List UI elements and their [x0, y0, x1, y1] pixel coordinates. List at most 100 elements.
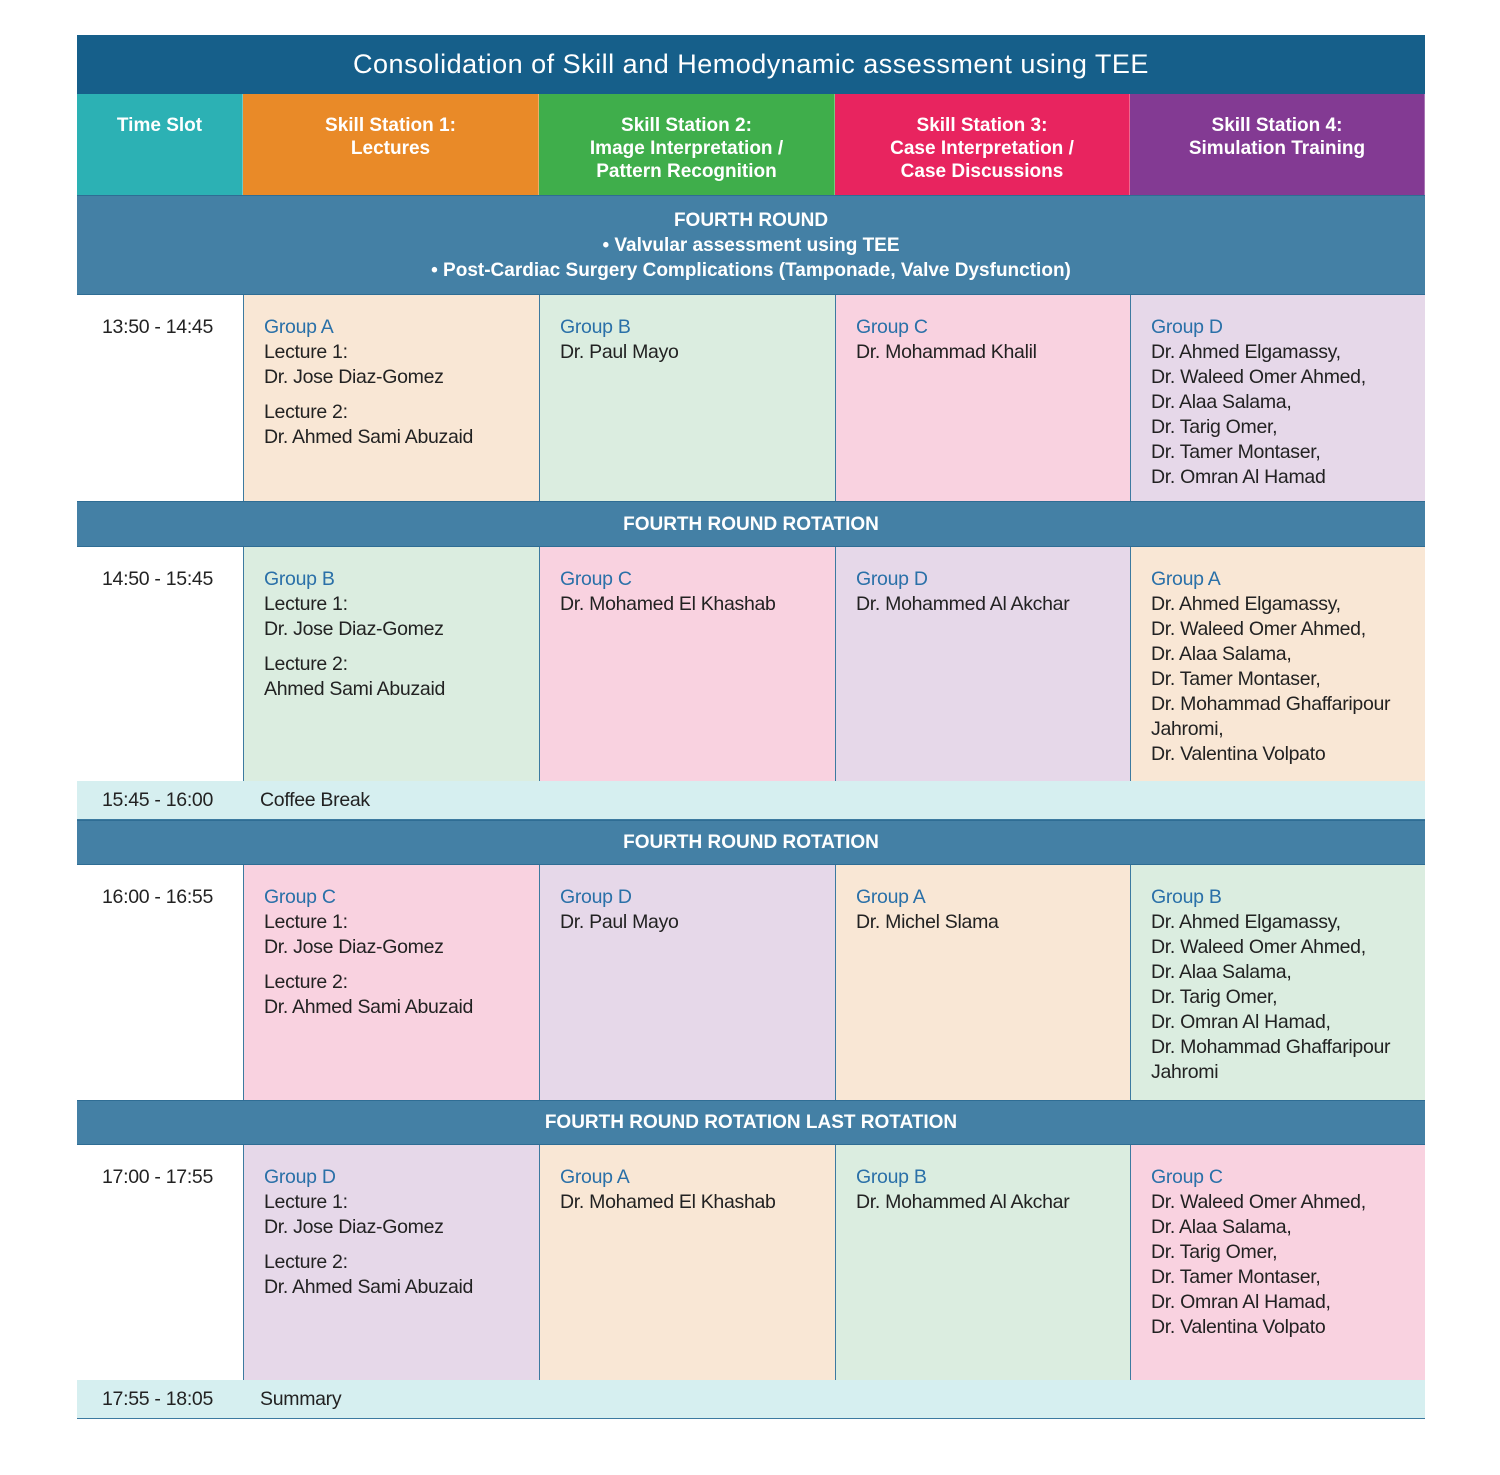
cell-line: Lecture 2:: [264, 971, 348, 993]
cell-line: Ahmed Sami Abuzaid: [264, 678, 446, 700]
time-slot: 13:50 - 14:45: [77, 295, 243, 501]
table-title: Consolidation of Skill and Hemodynamic a…: [77, 35, 1425, 94]
station-cell: Group A Dr. Mohamed El Khashab: [539, 1145, 835, 1380]
cell-line: Dr. Mohammed Al Akchar: [856, 1191, 1070, 1213]
break-row: 15:45 - 16:00 Coffee Break: [77, 781, 1425, 820]
cell-line: Dr. Tamer Montaser,: [1151, 1266, 1321, 1288]
section-header: FOURTH ROUND ROTATION: [77, 501, 1425, 547]
cell-line: Dr. Ahmed Sami Abuzaid: [264, 996, 474, 1018]
time-slot: 15:45 - 16:00: [102, 788, 214, 811]
section-header: FOURTH ROUND ROTATION: [77, 820, 1425, 865]
cell-line: Dr. Paul Mayo: [560, 341, 679, 363]
time-slot: 17:55 - 18:05: [102, 1387, 214, 1410]
header-row: Time Slot Skill Station 1: Lectures Skill …: [77, 94, 1425, 195]
table-row: 17:00 - 17:55 Group D Lecture 1: Dr. Jose D…: [77, 1145, 1425, 1380]
group-label: Group C: [264, 886, 336, 908]
header-cell: Skill Station 2: Image Interpretation / …: [539, 94, 835, 195]
group-label: Group A: [264, 316, 334, 338]
station-cell: Group D Dr. Mohammed Al Akchar: [835, 547, 1130, 781]
schedule-table: Consolidation of Skill and Hemodynamic a…: [77, 35, 1425, 1419]
cell-line: Dr. Mohammad Khalil: [856, 341, 1037, 363]
cell-line: Dr. Jose Diaz-Gomez: [264, 936, 444, 958]
group-label: Group A: [560, 1166, 630, 1188]
section-line: FOURTH ROUND: [673, 209, 829, 231]
section-line: FOURTH ROUND ROTATION: [623, 832, 879, 853]
spacer: [264, 390, 539, 400]
station-cell: Group A Lecture 1: Dr. Jose Diaz-Gomez Lect…: [243, 295, 539, 501]
header-cell: Skill Station 3: Case Interpretation / C…: [835, 94, 1130, 195]
time-slot: 16:00 - 16:55: [77, 865, 243, 1100]
cell-line: Dr. Alaa Salama,: [1151, 391, 1292, 413]
group-label: Group B: [264, 568, 335, 590]
cell-line: Dr. Valentina Volpato: [1151, 743, 1326, 765]
section-line: FOURTH ROUND ROTATION: [623, 513, 879, 535]
cell-line: Dr. Alaa Salama,: [1151, 643, 1292, 665]
station-cell: Group C Dr. Mohamed El Khashab: [539, 547, 835, 781]
cell-line: Dr. Jose Diaz-Gomez: [264, 618, 444, 640]
station-cell: Group B Dr. Mohammed Al Akchar: [835, 1145, 1130, 1380]
cell-line: Lecture 1:: [264, 593, 348, 615]
cell-line: Dr. Omran Al Hamad: [1151, 466, 1326, 488]
spacer: [264, 642, 539, 652]
station-cell: Group B Dr. Paul Mayo: [539, 295, 835, 501]
cell-line: Dr. Tamer Montaser,: [1151, 441, 1321, 463]
cell-line: Dr. Ahmed Sami Abuzaid: [264, 426, 474, 448]
time-slot: 14:50 - 15:45: [77, 547, 243, 781]
cell-line: Lecture 1:: [264, 911, 348, 933]
header-cell: Skill Station 4: Simulation Training: [1130, 94, 1425, 195]
header-cell: Skill Station 1: Lectures: [243, 94, 539, 195]
break-label: Summary: [260, 1387, 342, 1410]
section-header: FOURTH ROUND • Valvular assessment using …: [77, 195, 1425, 295]
section-header: FOURTH ROUND ROTATION LAST ROTATION: [77, 1100, 1425, 1145]
table-row: 16:00 - 16:55 Group C Lecture 1: Dr. Jose D…: [77, 865, 1425, 1100]
group-label: Group B: [560, 316, 631, 338]
group-label: Group D: [560, 886, 632, 908]
header-cell: Time Slot: [77, 94, 243, 195]
cell-line: Dr. Waleed Omer Ahmed,: [1151, 1191, 1366, 1213]
group-label: Group A: [1151, 568, 1221, 590]
group-label: Group D: [856, 568, 928, 590]
cell-line: Dr. Ahmed Elgamassy,: [1151, 593, 1341, 615]
cell-line: Dr. Mohamed El Khashab: [560, 1191, 776, 1213]
table-row: 14:50 - 15:45 Group B Lecture 1: Dr. Jose D…: [77, 547, 1425, 781]
cell-line: Dr. Tarig Omer,: [1151, 986, 1278, 1008]
group-label: Group B: [856, 1166, 927, 1188]
cell-line: Dr. Tamer Montaser,: [1151, 668, 1321, 690]
section-line: FOURTH ROUND ROTATION LAST ROTATION: [544, 1112, 958, 1133]
break-row: 17:55 - 18:05 Summary: [77, 1380, 1425, 1419]
station-cell: Group C Dr. Mohammad Khalil: [835, 295, 1130, 501]
cell-line: Dr. Ahmed Elgamassy,: [1151, 341, 1341, 363]
cell-line: Lecture 1:: [264, 341, 348, 363]
station-cell: Group C Lecture 1: Dr. Jose Diaz-Gomez Lect…: [243, 865, 539, 1100]
section-line: • Valvular assessment using TEE: [602, 234, 900, 256]
cell-line: Lecture 2:: [264, 401, 348, 423]
group-label: Group C: [560, 568, 632, 590]
table-row: 13:50 - 14:45 Group A Lecture 1: Dr. Jose D…: [77, 295, 1425, 501]
cell-line: Dr. Ahmed Elgamassy,: [1151, 911, 1341, 933]
cell-line: Jahromi: [1151, 1061, 1219, 1083]
station-cell: Group D Dr. Ahmed Elgamassy, Dr. Waleed Om…: [1130, 295, 1425, 501]
cell-line: Dr. Paul Mayo: [560, 911, 679, 933]
group-label: Group C: [1151, 1166, 1223, 1188]
cell-line: Dr. Alaa Salama,: [1151, 1216, 1292, 1238]
cell-line: Dr. Jose Diaz-Gomez: [264, 1216, 444, 1238]
cell-line: Dr. Mohammad Ghaffaripour: [1151, 1036, 1391, 1058]
station-cell: Group D Dr. Paul Mayo: [539, 865, 835, 1100]
station-cell: Group B Dr. Ahmed Elgamassy, Dr. Waleed Om…: [1130, 865, 1425, 1100]
cell-line: Lecture 1:: [264, 1191, 348, 1213]
cell-line: Dr. Alaa Salama,: [1151, 961, 1292, 983]
cell-line: Dr. Michel Slama: [856, 911, 999, 933]
cell-line: Dr. Mohamed El Khashab: [560, 593, 776, 615]
spacer: [264, 1240, 539, 1250]
station-cell: Group C Dr. Waleed Omer Ahmed, Dr. Alaa Sa…: [1130, 1145, 1425, 1380]
group-label: Group D: [1151, 316, 1223, 338]
break-label: Coffee Break: [260, 788, 370, 811]
cell-line: Dr. Waleed Omer Ahmed,: [1151, 618, 1366, 640]
cell-line: Dr. Tarig Omer,: [1151, 1241, 1278, 1263]
table-body: FOURTH ROUND • Valvular assessment using …: [77, 195, 1425, 1419]
time-slot: 17:00 - 17:55: [77, 1145, 243, 1380]
cell-line: Dr. Omran Al Hamad,: [1151, 1011, 1331, 1033]
cell-line: Dr. Omran Al Hamad,: [1151, 1291, 1331, 1313]
cell-line: Dr. Waleed Omer Ahmed,: [1151, 366, 1366, 388]
cell-line: Dr. Ahmed Sami Abuzaid: [264, 1276, 474, 1298]
